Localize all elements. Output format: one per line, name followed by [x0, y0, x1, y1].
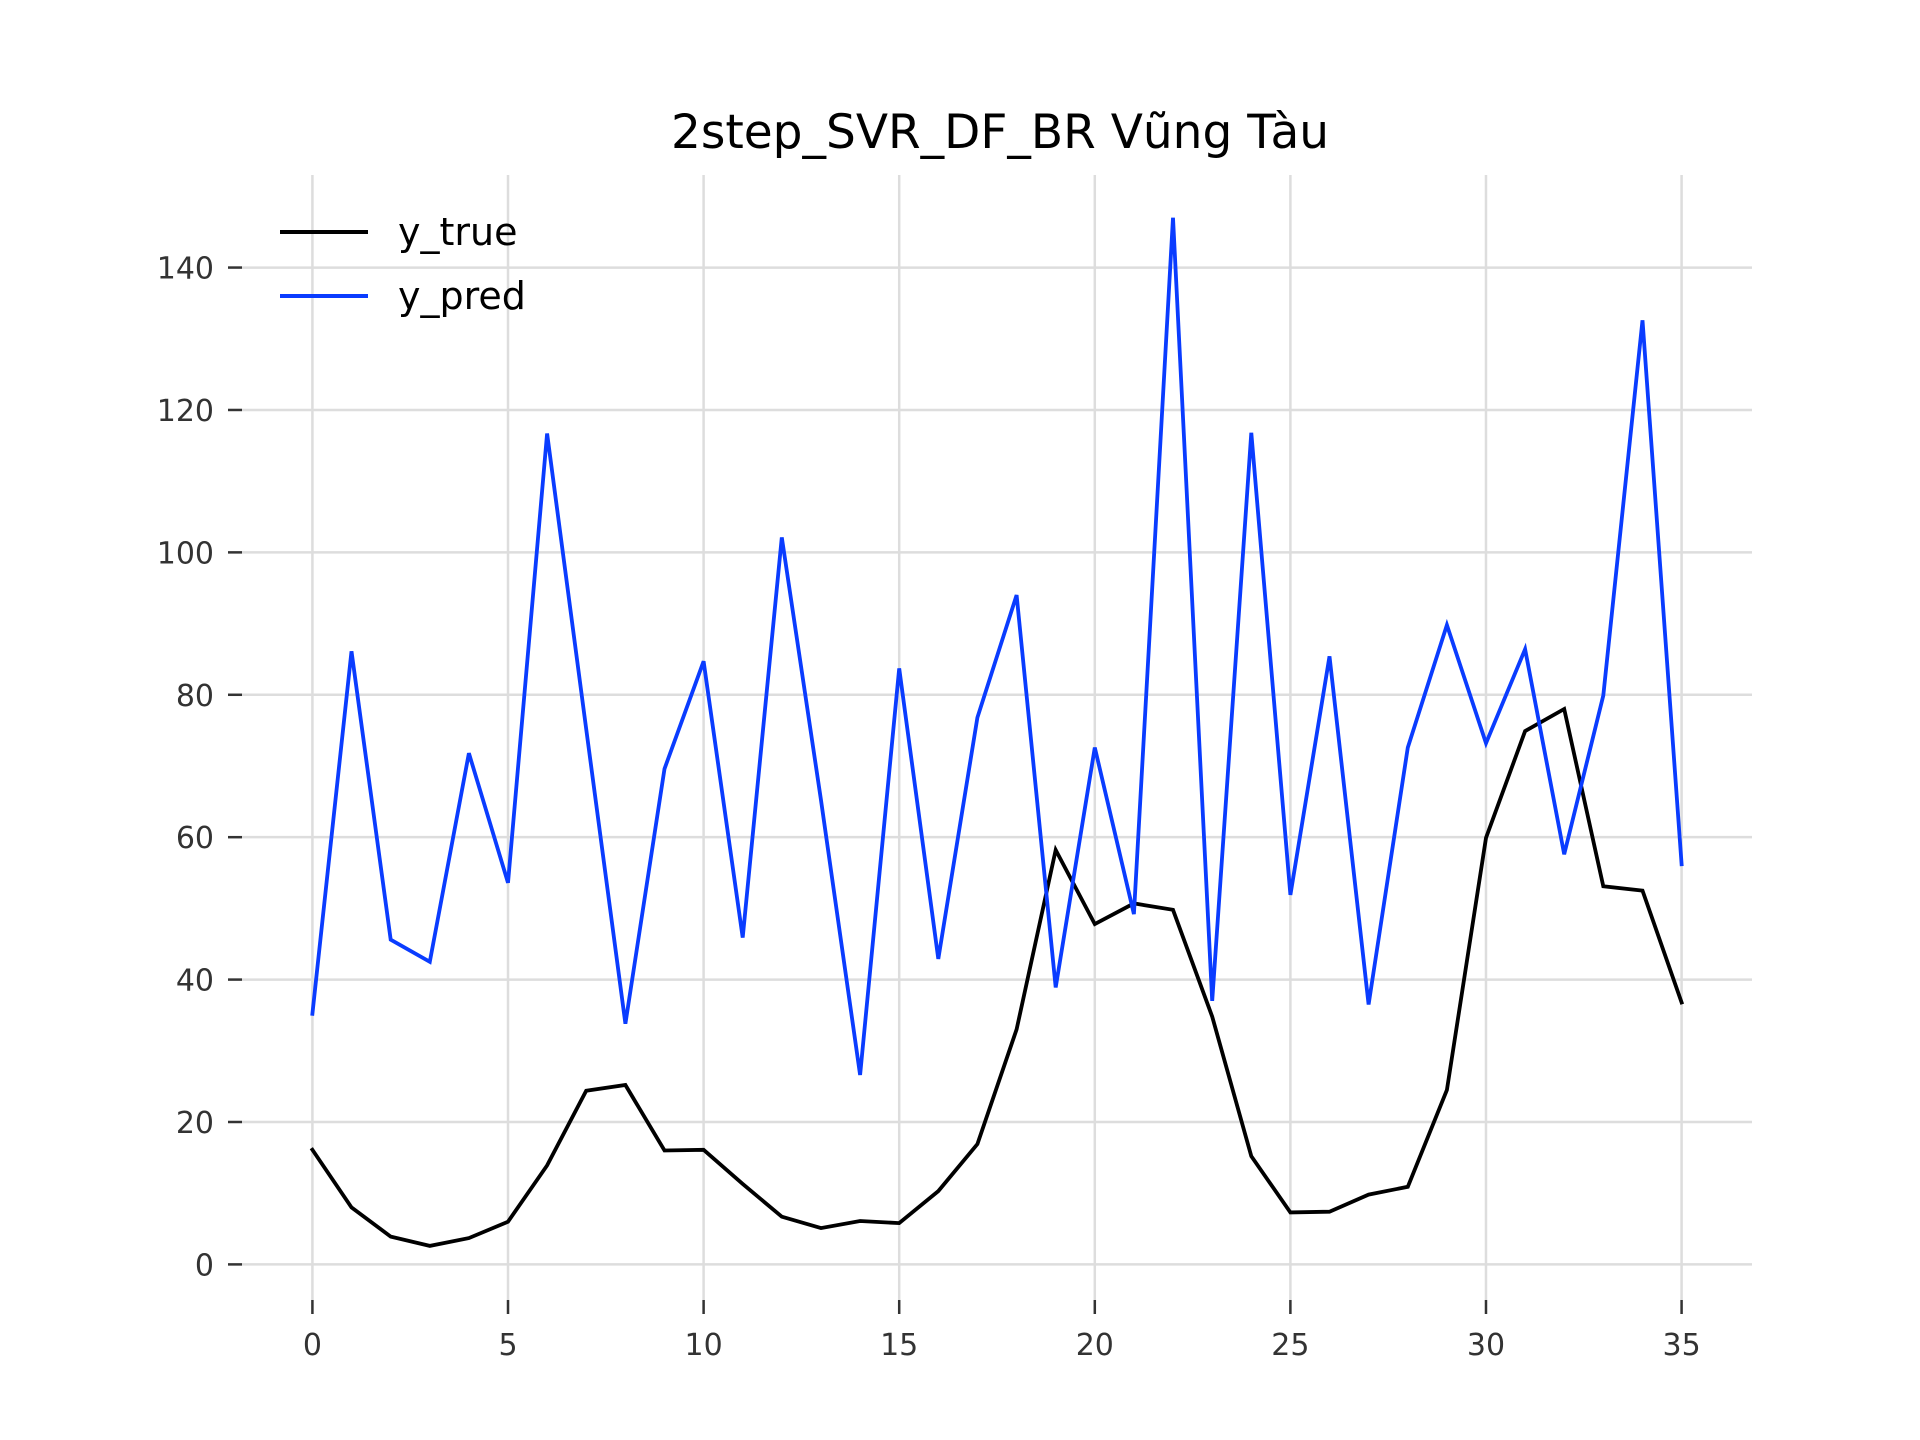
chart-title: 2step_SVR_DF_BR Vũng Tàu [671, 105, 1329, 160]
grid [242, 175, 1752, 1300]
y-tick-label-40: 40 [176, 964, 214, 999]
x-tick-label-20: 20 [1076, 1328, 1114, 1363]
x-tick-label-10: 10 [685, 1328, 723, 1363]
x-tick-label-25: 25 [1271, 1328, 1309, 1363]
y-tick-label-80: 80 [176, 679, 214, 714]
y-tick-label-20: 20 [176, 1106, 214, 1141]
series-line-y-true [309, 706, 1685, 1248]
x-tick-label-15: 15 [880, 1328, 918, 1363]
y-tick-label-120: 120 [157, 394, 214, 429]
legend: y_true y_pred [280, 210, 526, 318]
y-tick-label-140: 140 [157, 252, 214, 287]
x-tick-label-5: 5 [498, 1328, 517, 1363]
y-tick-label-100: 100 [157, 536, 214, 571]
x-tick-label-0: 0 [303, 1328, 322, 1363]
axes: 0 20 40 60 80 100 120 140 0 5 10 15 20 25 30 35 [157, 252, 1701, 1363]
x-tick-label-30: 30 [1467, 1328, 1505, 1363]
y-tick-label-0: 0 [195, 1248, 214, 1283]
y-tick-label-60: 60 [176, 821, 214, 856]
series-layer [309, 217, 1685, 1248]
legend-label-y-pred: y_pred [398, 274, 526, 318]
series-line-y-pred [310, 217, 1684, 1076]
x-tick-label-35: 35 [1662, 1328, 1700, 1363]
legend-label-y-true: y_true [398, 210, 517, 254]
